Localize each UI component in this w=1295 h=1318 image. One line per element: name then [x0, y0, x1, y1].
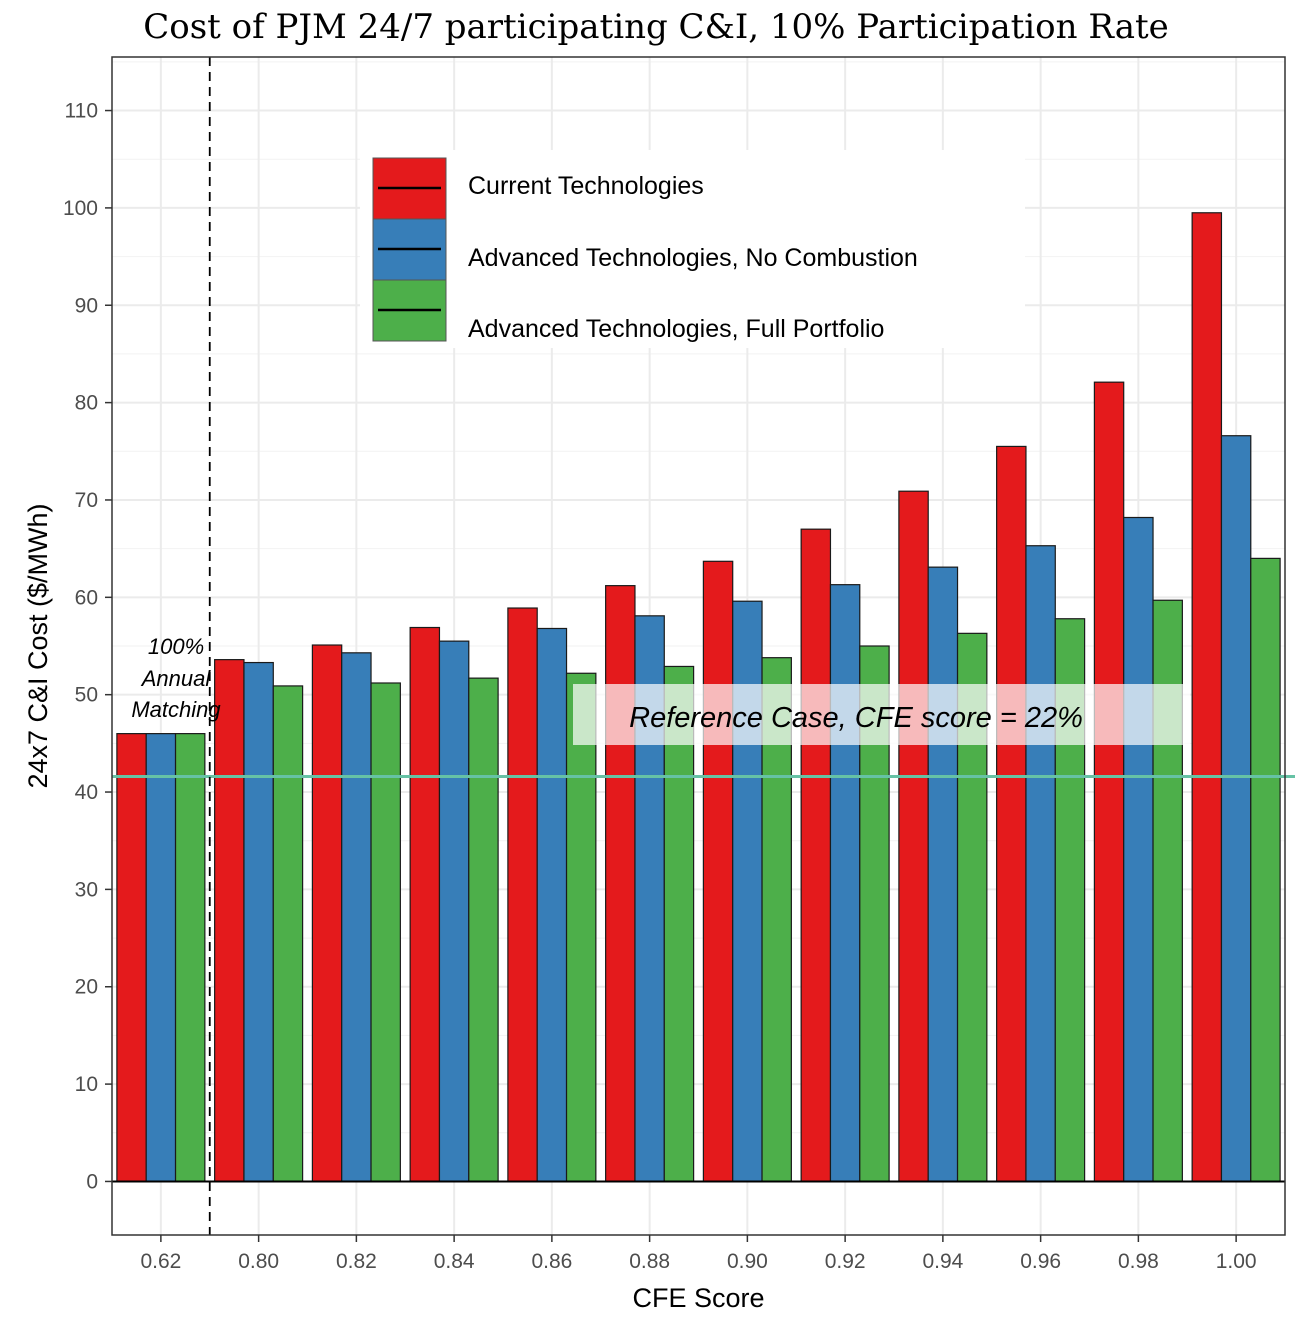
bar — [702, 560, 734, 1183]
bar — [663, 665, 695, 1183]
x-tick-label: 0.82 — [336, 1250, 377, 1273]
x-tick-label: 0.94 — [922, 1250, 963, 1273]
x-tick-label: 0.62 — [140, 1250, 181, 1273]
y-tick-label: 40 — [75, 781, 98, 804]
annual-matching-label: Annual — [140, 666, 212, 691]
bar — [1123, 516, 1154, 1183]
x-tick-label: 0.90 — [727, 1250, 768, 1273]
y-tick-label: 80 — [75, 392, 98, 415]
legend-label: Advanced Technologies, No Combustion — [468, 244, 918, 272]
annual-matching-label: Matching — [131, 697, 221, 722]
bar — [438, 640, 470, 1183]
bar — [898, 490, 929, 1183]
y-axis-title: 24x7 C&I Cost ($/MWh) — [23, 503, 53, 788]
y-tick-label: 0 — [86, 1170, 98, 1193]
bar — [1250, 557, 1281, 1183]
y-tick-label: 20 — [75, 976, 98, 999]
y-tick-label: 90 — [75, 294, 98, 317]
bar — [1220, 435, 1252, 1183]
legend-background — [360, 150, 1025, 348]
bar — [829, 584, 861, 1183]
bar — [1025, 545, 1056, 1183]
y-tick-label: 60 — [75, 586, 98, 609]
y-tick-label: 10 — [75, 1073, 98, 1096]
annual-matching-label: 100% — [148, 634, 204, 659]
bar — [1191, 212, 1223, 1183]
bar — [116, 733, 147, 1183]
x-tick-label: 0.96 — [1020, 1250, 1061, 1273]
bar — [507, 607, 538, 1183]
bar — [311, 644, 343, 1183]
bar — [800, 528, 832, 1183]
bar — [214, 659, 245, 1183]
x-tick-label: 1.00 — [1216, 1250, 1257, 1273]
x-axis-title: CFE Score — [632, 1283, 764, 1313]
y-tick-label: 110 — [65, 100, 98, 123]
bar — [536, 627, 568, 1183]
bar — [468, 677, 499, 1183]
x-tick-label: 0.84 — [434, 1250, 475, 1273]
bar — [174, 733, 206, 1183]
x-tick-label: 0.80 — [238, 1250, 279, 1273]
legend-label: Current Technologies — [468, 172, 704, 200]
y-tick-label: 100 — [63, 197, 98, 220]
x-tick-label: 0.86 — [531, 1250, 572, 1273]
y-tick-label: 50 — [75, 684, 98, 707]
legend-label: Advanced Technologies, Full Portfolio — [468, 315, 884, 343]
x-tick-label: 0.98 — [1118, 1250, 1159, 1273]
bar — [605, 585, 636, 1183]
y-tick-label: 30 — [75, 878, 98, 901]
chart-title: Cost of PJM 24/7 participating C&I, 10% … — [143, 7, 1169, 47]
bar — [565, 672, 597, 1183]
y-tick-label: 70 — [75, 489, 98, 512]
bar — [341, 652, 372, 1183]
x-tick-label: 0.88 — [629, 1250, 670, 1273]
reference-label: Reference Case, CFE score = 22% — [629, 702, 1083, 734]
bar — [1093, 381, 1125, 1183]
bar — [145, 733, 177, 1183]
bar — [996, 445, 1027, 1183]
plot-border — [111, 56, 1286, 1236]
bar — [272, 685, 304, 1183]
x-tick-label: 0.92 — [825, 1250, 866, 1273]
bar — [927, 566, 959, 1183]
bar — [370, 682, 401, 1183]
bar — [409, 626, 441, 1183]
bar — [243, 661, 274, 1183]
reference-label-box — [573, 684, 1190, 745]
